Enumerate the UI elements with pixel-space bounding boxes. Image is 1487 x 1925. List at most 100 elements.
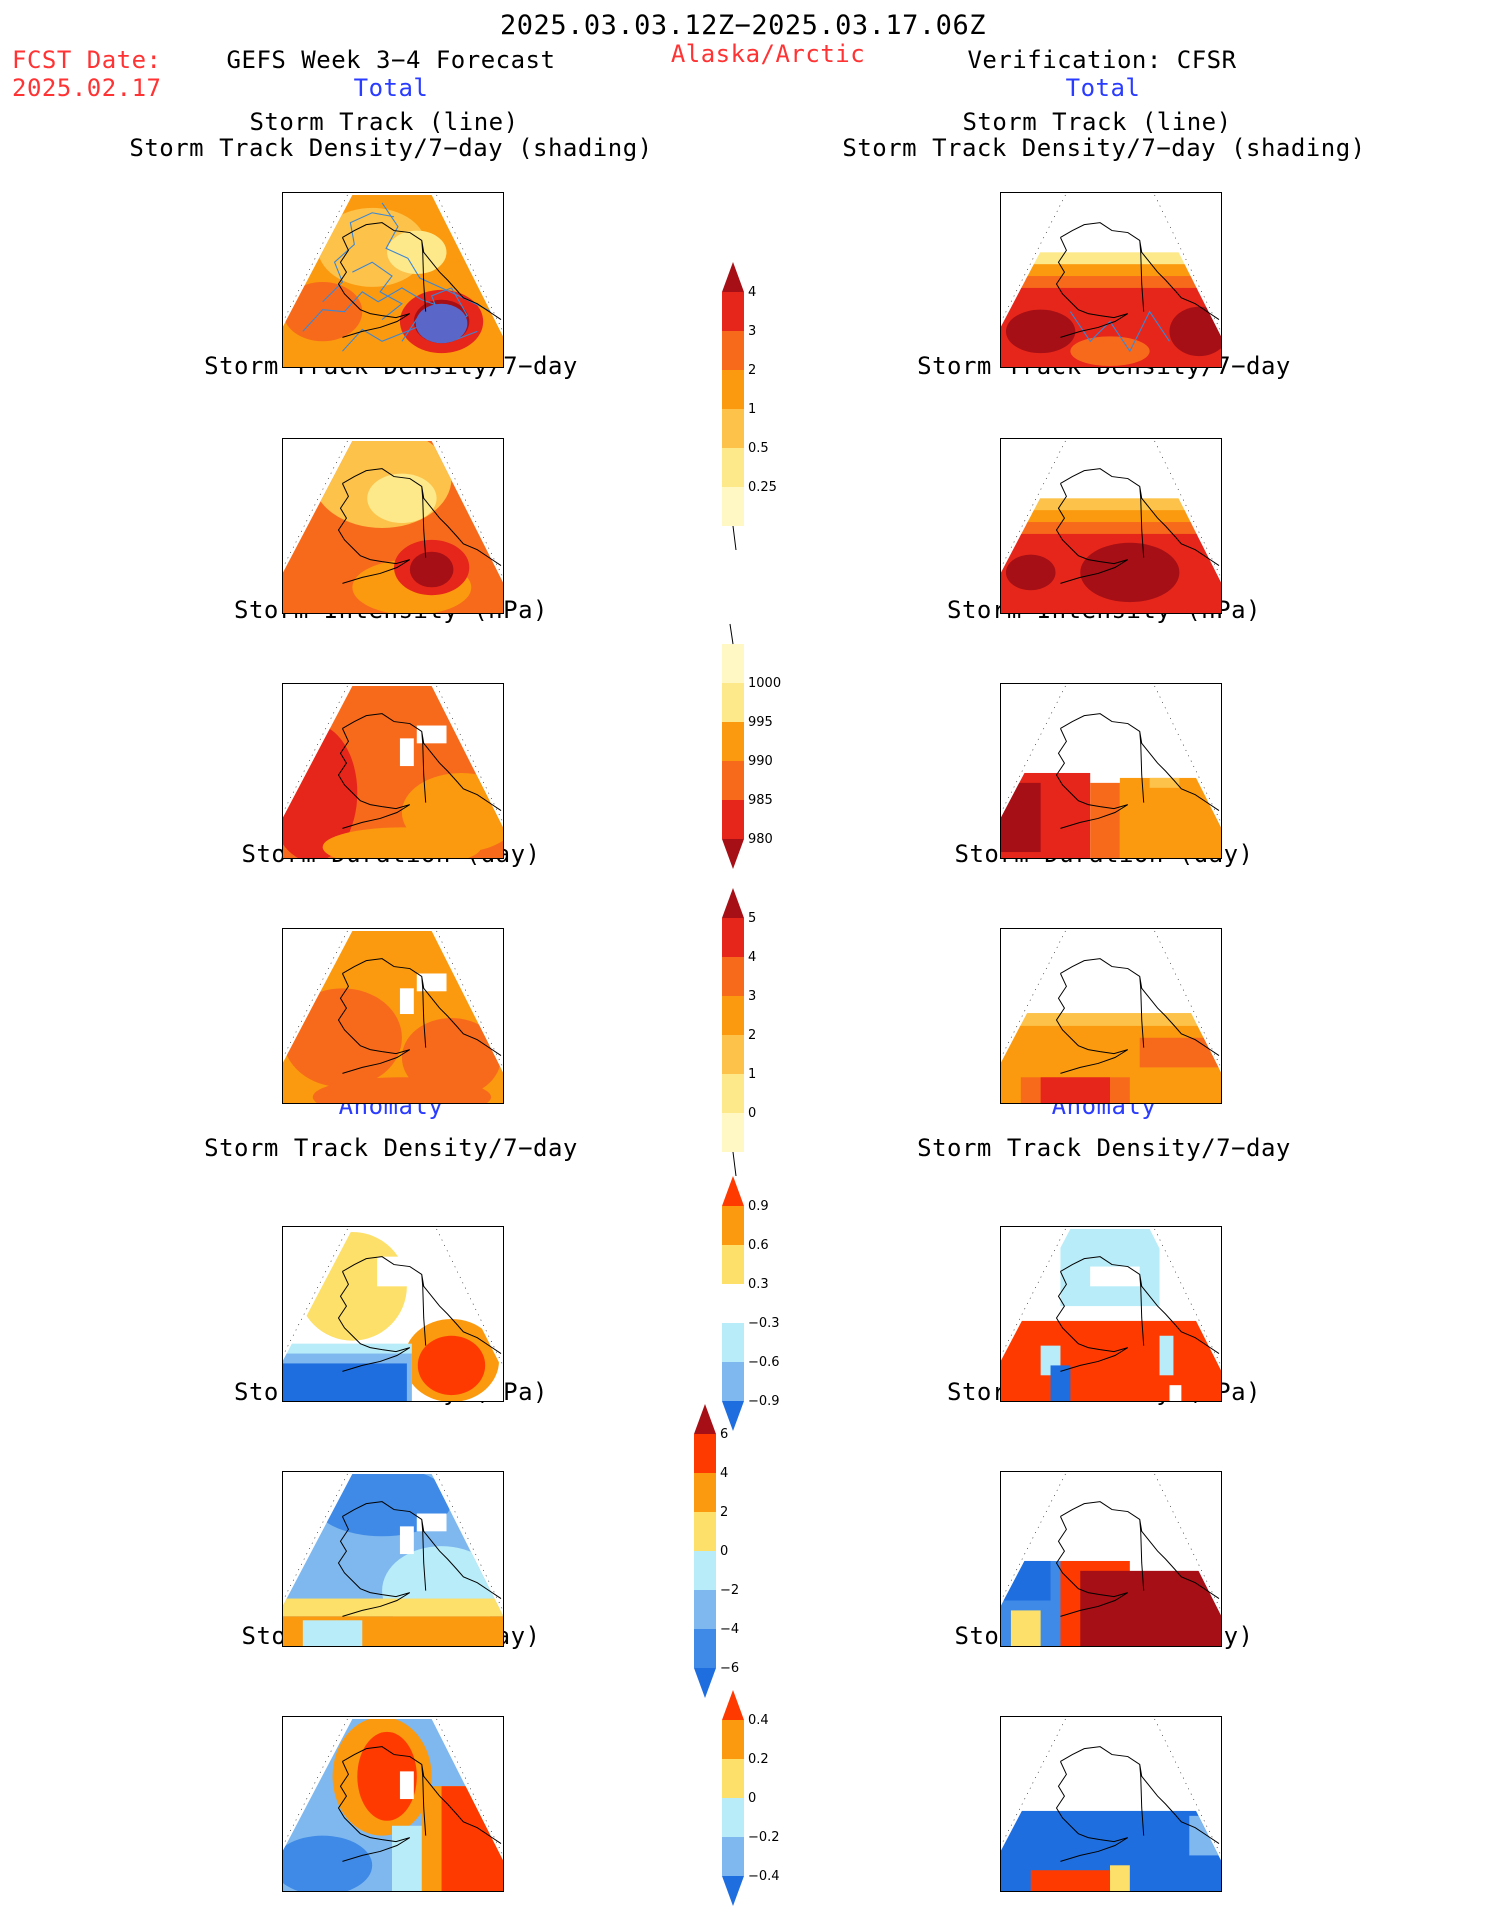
fcst-date-value: 2025.02.17 [12, 74, 162, 102]
colorbar-segment [722, 1206, 744, 1245]
coastline [1055, 1256, 1220, 1372]
colorbar-segment [722, 292, 744, 331]
map-duration-verification [1000, 928, 1222, 1104]
colorbar-tick-label: 4 [748, 950, 756, 965]
colorbar-tick-label: 0.5 [748, 441, 769, 456]
colorbar-tick-label: 4 [748, 285, 756, 300]
title-track-shading-right: Storm Track Density/7−day (shading) [842, 134, 1366, 162]
colorbar-tick-label: −0.6 [748, 1355, 780, 1370]
left-total-label: Total [353, 74, 429, 102]
colorbar-tick-label: 0.25 [748, 480, 777, 495]
colorbar-tick-label: −0.9 [748, 1394, 780, 1409]
colorbar-tick-label: 5 [748, 911, 756, 926]
colorbar-segment [694, 1551, 716, 1590]
title-track-shading-left: Storm Track Density/7−day (shading) [129, 134, 653, 162]
colorbar-segment [722, 918, 744, 957]
map-duration-anom-verification [1000, 1716, 1222, 1892]
colorbar-tick-label: −4 [720, 1622, 739, 1637]
title-density-anom-left: Storm Track Density/7−day [204, 1134, 578, 1162]
colorbar-segment [722, 683, 744, 722]
colorbar-segment [694, 1512, 716, 1551]
map-density-anom-forecast [282, 1226, 504, 1402]
verification-title: Verification: CFSR [967, 46, 1237, 74]
colorbar-tick-label: 0 [720, 1544, 728, 1559]
colorbar-tick-label: 0.2 [748, 1752, 769, 1767]
map-intensity-anom-verification [1000, 1471, 1222, 1647]
title-track-line-right: Storm Track (line) [962, 108, 1232, 136]
colorbar-segment [722, 1245, 744, 1284]
colorbar-tick-label: 985 [748, 793, 773, 808]
colorbar-top-arrow [722, 888, 744, 918]
colorbar-tick-label: 0.4 [748, 1713, 769, 1728]
colorbar-tick-label: 0.6 [748, 1238, 769, 1253]
colorbar-tick-label: −2 [720, 1583, 739, 1598]
colorbar-density-anomaly: 0.9 0.6 0.3 −0.3 −0.6 −0.9 [722, 1176, 780, 1431]
colorbar-tick-label: −0.4 [748, 1869, 780, 1884]
colorbar-tick-label: 990 [748, 754, 773, 769]
colorbar-segment [722, 331, 744, 370]
map-density-verification [1000, 438, 1222, 614]
coastline [337, 1501, 502, 1617]
colorbar-tick-label: 6 [720, 1427, 728, 1442]
colorbar-top-arrow [722, 1176, 744, 1206]
colorbar-tick-label: 0.3 [748, 1277, 769, 1292]
coastline [337, 1256, 502, 1372]
colorbar-segment [722, 1837, 744, 1876]
colorbar-segment [694, 1629, 716, 1668]
colorbar-tick-label: 995 [748, 715, 773, 730]
colorbar-tick-label: −0.2 [748, 1830, 780, 1845]
coastline [1055, 1501, 1220, 1617]
period-title: 2025.03.03.12Z−2025.03.17.06Z [500, 10, 986, 41]
colorbar-segment [722, 722, 744, 761]
region-title: Alaska/Arctic [670, 40, 866, 68]
colorbar-tick-label: −0.3 [748, 1316, 780, 1331]
map-density-anom-verification [1000, 1226, 1222, 1402]
coastline [1055, 713, 1220, 829]
colorbar-segment [722, 761, 744, 800]
model-title: GEFS Week 3−4 Forecast [226, 46, 556, 74]
map-intensity-forecast [282, 683, 504, 859]
colorbar-segment [722, 800, 744, 839]
coastline [337, 222, 502, 338]
colorbar-tick-label: 0 [748, 1791, 756, 1806]
coastline [337, 1746, 502, 1862]
colorbar-segment [722, 1362, 744, 1401]
coastline [1055, 1746, 1220, 1862]
colorbar-top-arrow [722, 262, 744, 292]
colorbar-segment [722, 1284, 744, 1323]
colorbar-segment [722, 1323, 744, 1362]
right-total-label: Total [1065, 74, 1141, 102]
colorbar-bottom-arrow [694, 1668, 716, 1698]
colorbar-segment [722, 1035, 744, 1074]
colorbar-duration-anomaly: 0.4 0.2 0 −0.2 −0.4 [722, 1690, 780, 1906]
colorbar-tick-label: −6 [720, 1661, 739, 1676]
colorbar-tick-label: 1 [748, 1067, 756, 1082]
colorbar-tick-label: 3 [748, 989, 756, 1004]
colorbar-segment [722, 957, 744, 996]
colorbar-segment [722, 409, 744, 448]
colorbar-top-arrow [722, 1690, 744, 1720]
colorbar-segment [722, 1113, 744, 1152]
colorbar-segment [722, 1759, 744, 1798]
colorbar-segment [722, 1798, 744, 1837]
colorbar-segment [722, 370, 744, 409]
title-density-anom-right: Storm Track Density/7−day [917, 1134, 1291, 1162]
colorbar-tick-label: 2 [748, 1028, 756, 1043]
colorbar-segment [694, 1473, 716, 1512]
colorbar-tick-label: 0.9 [748, 1199, 769, 1214]
colorbar-bottom-arrow [722, 1876, 744, 1906]
colorbar-intensity: 1000 995 990 985 980 [722, 623, 781, 869]
colorbar-segment [722, 644, 744, 683]
coastline [1055, 958, 1220, 1074]
colorbar-tick-label: 1 [748, 402, 756, 417]
fcst-date-label: FCST Date: [12, 46, 162, 74]
map-duration-anom-forecast [282, 1716, 504, 1892]
coastline [337, 468, 502, 584]
map-density-forecast [282, 438, 504, 614]
coastline [1055, 468, 1220, 584]
colorbar-segment [722, 487, 744, 526]
colorbar-segment [722, 996, 744, 1035]
colorbar-segment [694, 1434, 716, 1473]
colorbar-tick-label: 2 [748, 363, 756, 378]
map-duration-forecast [282, 928, 504, 1104]
